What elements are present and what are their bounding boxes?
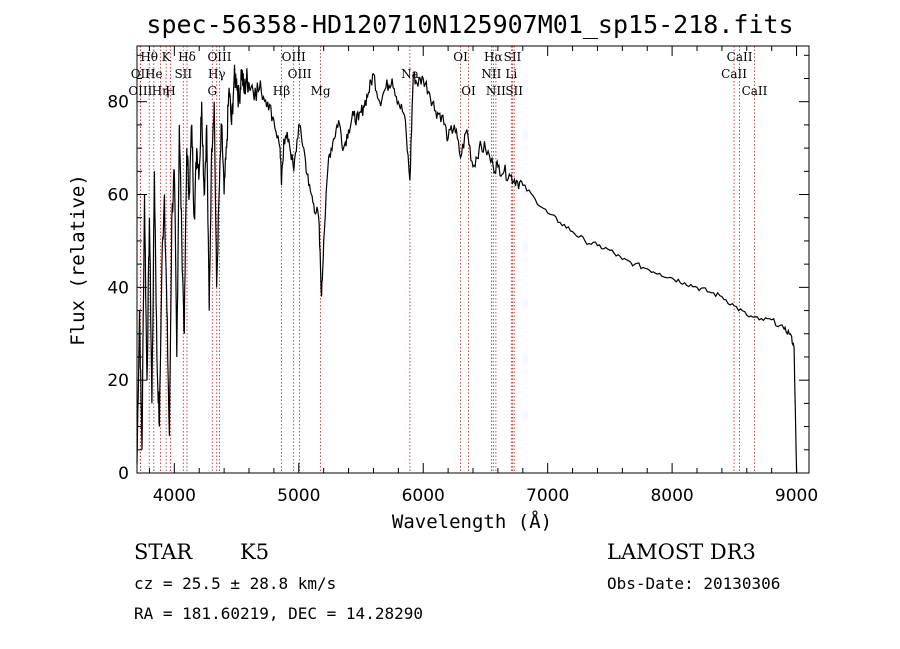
y-tick-label: 0: [118, 464, 129, 484]
spectral-line-label: SII: [504, 50, 522, 64]
spectral-line-label: CaII: [721, 67, 747, 81]
chart-title: spec-56358-HD120710N125907M01_sp15-218.f…: [146, 10, 793, 39]
spectral-subclass: K5: [240, 540, 269, 564]
spectral-line-label: OIII: [288, 67, 312, 81]
spectral-line-label: OI: [453, 50, 468, 64]
spectral-line-label: OIII: [207, 50, 231, 64]
x-tick-label: 4000: [153, 486, 196, 506]
spectral-line-label: OIII: [128, 84, 152, 98]
spectral-line-labels: Hθ OII OIII He Hη K H SII Hδ OIII Hγ G OIII OIII Hβ Mg N…: [128, 50, 767, 98]
spectral-line-label: Hθ: [140, 50, 158, 64]
spectral-line-label: G: [207, 84, 217, 98]
y-tick-label: 40: [107, 278, 129, 298]
x-axis: 4000 5000 6000 7000 8000 9000: [148, 46, 818, 506]
x-tick-label: 6000: [402, 486, 445, 506]
x-tick-label: 9000: [775, 486, 818, 506]
x-tick-label: 7000: [526, 486, 569, 506]
spectral-line-label: Hδ: [178, 50, 196, 64]
y-axis: 0 20 40 60 80: [107, 54, 809, 484]
spectral-line-label: K: [162, 50, 172, 64]
spectral-line-label: Hγ: [208, 67, 226, 81]
redshift-velocity: cz = 25.5 ± 28.8 km/s: [134, 574, 336, 593]
spectral-line-label: Hα: [484, 50, 503, 64]
y-tick-label: 20: [107, 371, 129, 391]
spectral-line-label: Li: [505, 67, 517, 81]
flux-series-line: [136, 64, 798, 474]
spectral-line-label: Na: [401, 67, 419, 81]
observation-date: Obs-Date: 20130306: [607, 574, 780, 593]
spectral-line-label: CaII: [742, 84, 768, 98]
spectral-line-label: OI: [461, 84, 476, 98]
spectral-line-markers: [139, 46, 755, 473]
spectral-line-label: Hη: [152, 84, 170, 98]
y-tick-label: 60: [107, 186, 129, 206]
object-type: STAR: [134, 540, 193, 564]
spectral-line-label: He: [145, 67, 163, 81]
x-tick-label: 8000: [650, 486, 693, 506]
x-tick-label: 5000: [277, 486, 320, 506]
spectral-line-label: H: [165, 84, 175, 98]
spectral-line-label: Hβ: [273, 84, 290, 98]
spectral-line-label: NII: [486, 84, 506, 98]
spectral-line-label: NII: [481, 67, 501, 81]
coordinates: RA = 181.60219, DEC = 14.28290: [134, 604, 423, 623]
y-tick-label: 80: [107, 93, 129, 113]
spectral-line-label: Mg: [311, 84, 331, 98]
spectral-line-label: OIII: [282, 50, 306, 64]
spectral-line-label: OII: [131, 67, 151, 81]
x-axis-label: Wavelength (Å): [392, 510, 552, 533]
spectral-line-label: CaII: [727, 50, 753, 64]
survey-name: LAMOST DR3: [607, 540, 756, 564]
spectral-line-label: SII: [174, 67, 192, 81]
spectral-line-label: SII: [505, 84, 523, 98]
y-axis-label: Flux (relative): [67, 174, 89, 346]
plot-frame: [136, 45, 810, 474]
